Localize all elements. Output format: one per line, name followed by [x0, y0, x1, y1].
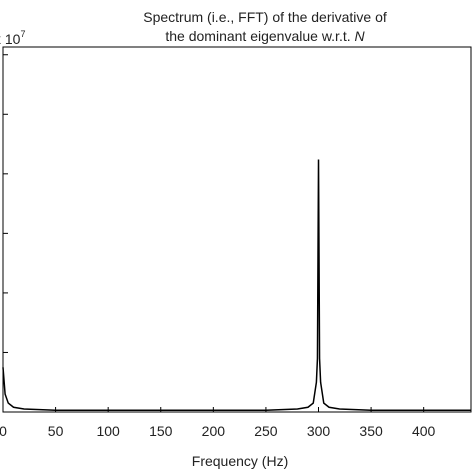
exponent-power: 7: [20, 29, 25, 39]
chart-title: Spectrum (i.e., FFT) of the derivative o…: [143, 9, 387, 25]
x-tick-label: 100: [96, 423, 120, 439]
x-tick-label: 250: [254, 423, 278, 439]
x-tick-label: 200: [202, 423, 226, 439]
exponent-label: x 107: [0, 29, 25, 47]
title-symbol: N: [355, 28, 366, 44]
title-text: the dominant eigenvalue w.r.t.: [165, 28, 350, 44]
x-tick-label: 50: [48, 423, 64, 439]
x-tick-label: 300: [307, 423, 331, 439]
x-tick-label: 400: [412, 423, 436, 439]
x-axis-label: Frequency (Hz): [192, 453, 288, 469]
exponent-base: x 10: [0, 31, 21, 47]
x-tick-label: 150: [149, 423, 173, 439]
x-tick-label: 350: [359, 423, 383, 439]
spectrum-line: [2, 159, 471, 411]
chart-title: the dominant eigenvalue w.r.t. N: [165, 28, 365, 44]
x-tick-label: 0: [0, 423, 7, 439]
plot-frame: [2, 46, 472, 413]
